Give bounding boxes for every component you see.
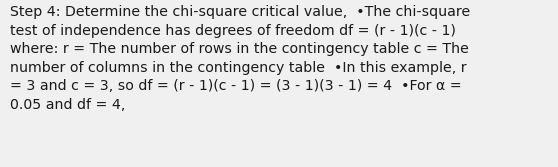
Text: Step 4: Determine the chi-square critical value,  •The chi-square
test of indepe: Step 4: Determine the chi-square critica… [10, 5, 470, 112]
